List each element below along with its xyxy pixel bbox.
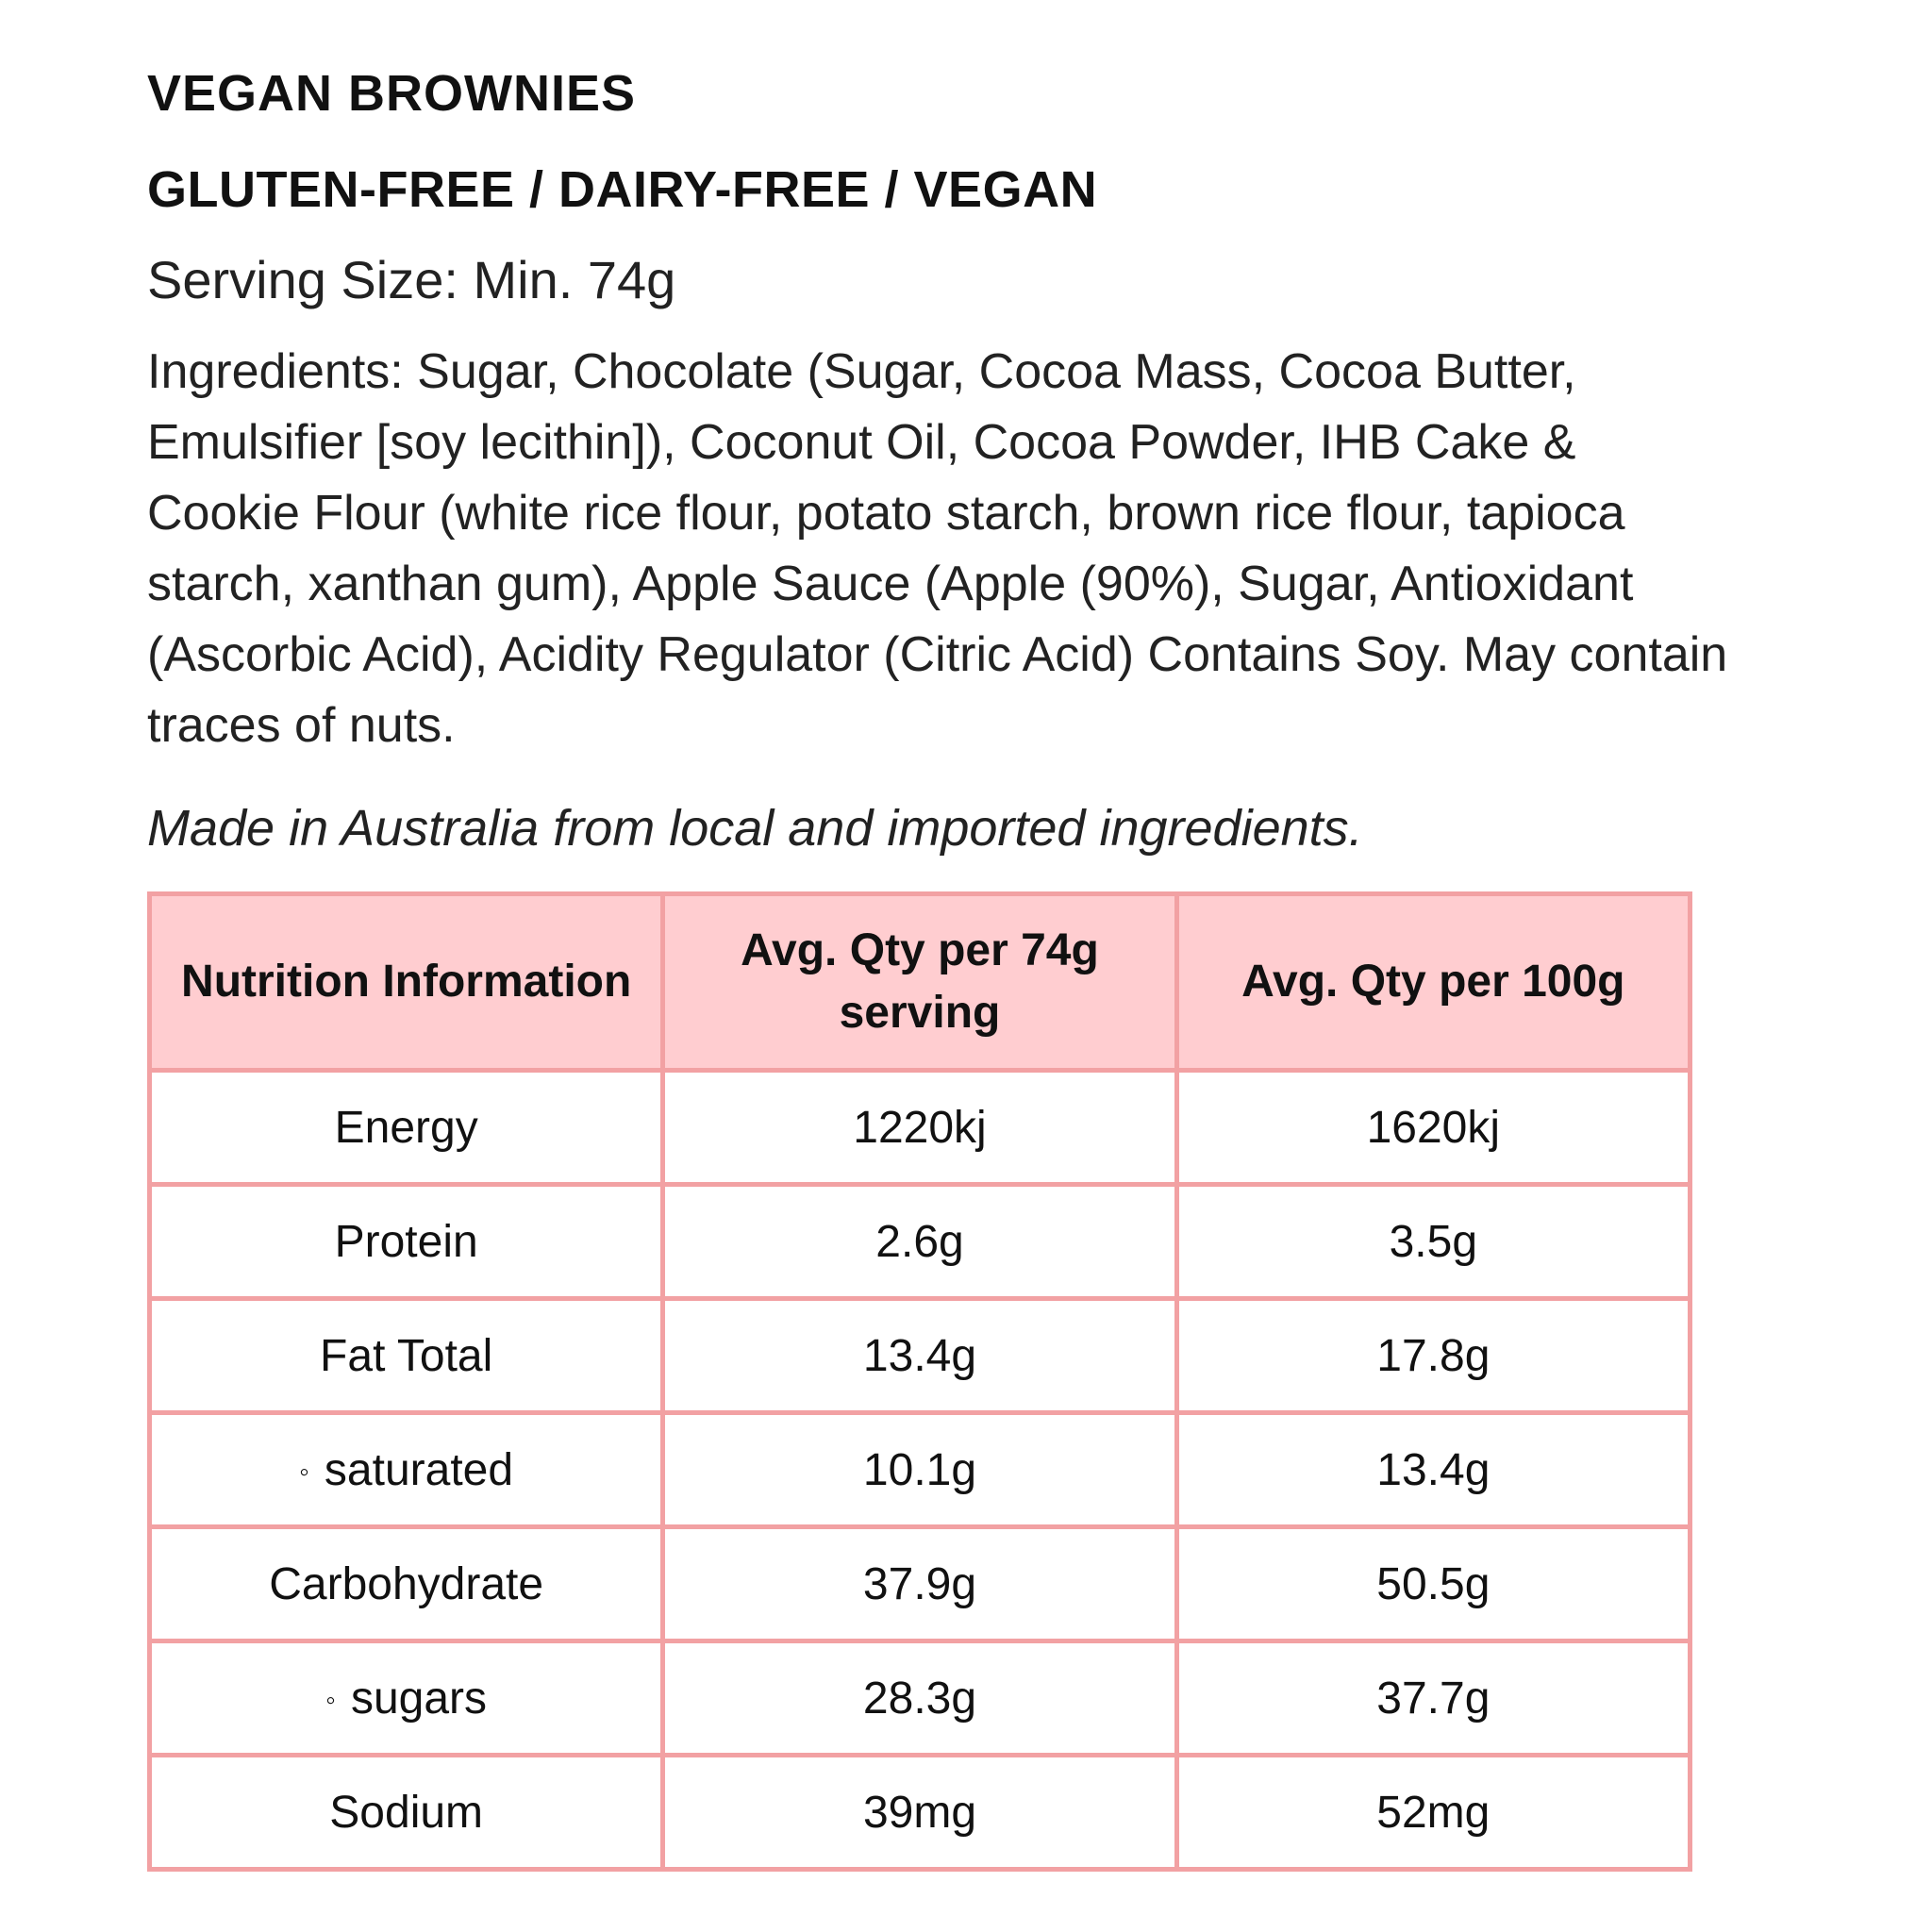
cell-text: 37.9g: [862, 1558, 977, 1609]
nutrient-value: 50.5g: [1174, 1524, 1693, 1643]
nutrient-value: 39mg: [660, 1753, 1179, 1872]
subtitle: GLUTEN-FREE / DAIRY-FREE / VEGAN: [147, 161, 1098, 218]
nutrient-name: Protein: [146, 1182, 666, 1301]
cell-text: 1620kj: [1366, 1102, 1501, 1153]
cell-text: 28.3g: [862, 1673, 977, 1724]
nutrient-value: 1220kj: [660, 1068, 1179, 1187]
bullet: ◦: [299, 1456, 309, 1488]
title: VEGAN BROWNIES: [147, 65, 637, 122]
cell-text: 3.5g: [1389, 1216, 1478, 1267]
nutrient-value: 1620kj: [1174, 1068, 1693, 1187]
column-header: Nutrition Information: [146, 891, 666, 1073]
table-row: Protein 2.6g 3.5g: [146, 1182, 1693, 1301]
cell-text: Energy: [334, 1102, 478, 1153]
cell-text: Sodium: [329, 1787, 484, 1838]
cell-text: 13.4g: [1376, 1444, 1491, 1495]
nutrient-value: 13.4g: [660, 1296, 1179, 1415]
table-row: Carbohydrate 37.9g 50.5g: [146, 1524, 1693, 1643]
cell-text: 1220kj: [853, 1102, 987, 1153]
nutrient-value: 52mg: [1174, 1753, 1693, 1872]
cell-text: 10.1g: [862, 1444, 977, 1495]
origin-note: Made in Australia from local and importe…: [147, 800, 1363, 857]
cell-text: 50.5g: [1376, 1558, 1491, 1609]
cell-text: Protein: [334, 1216, 478, 1267]
table-row: Energy 1220kj 1620kj: [146, 1068, 1693, 1187]
cell-text: Fat Total: [320, 1330, 493, 1381]
cell-text: 13.4g: [862, 1330, 977, 1381]
cell-text: 39mg: [862, 1787, 977, 1838]
cell-text: 2.6g: [875, 1216, 964, 1267]
table-row: ◦ saturated 10.1g 13.4g: [146, 1410, 1693, 1529]
nutrient-name: Sodium: [146, 1753, 666, 1872]
nutrient-value: 10.1g: [660, 1410, 1179, 1529]
nutrition-table: Nutrition Information Avg. Qty per 74g se…: [146, 891, 1693, 1872]
nutrient-name: Fat Total: [146, 1296, 666, 1415]
column-header: Avg. Qty per 74g serving: [660, 891, 1179, 1073]
table-row: ◦ sugars 28.3g 37.7g: [146, 1639, 1693, 1757]
table-row: Fat Total 13.4g 17.8g: [146, 1296, 1693, 1415]
nutrient-name: ◦ saturated: [146, 1410, 666, 1529]
page: VEGAN BROWNIES GLUTEN-FREE / DAIRY-FREE …: [146, 57, 1751, 1872]
nutrient-name: Carbohydrate: [146, 1524, 666, 1643]
nutrient-value: 13.4g: [1174, 1410, 1693, 1529]
serving-size: Serving Size: Min. 74g: [147, 250, 676, 309]
nutrient-value: 3.5g: [1174, 1182, 1693, 1301]
nutrient-name: ◦ sugars: [146, 1639, 666, 1757]
header-row: Nutrition Information Avg. Qty per 74g se…: [146, 891, 1693, 1073]
nutrient-value: 2.6g: [660, 1182, 1179, 1301]
table-row: Sodium 39mg 52mg: [146, 1753, 1693, 1872]
nutrient-value: 37.9g: [660, 1524, 1179, 1643]
cell-text: 52mg: [1376, 1787, 1491, 1838]
column-header: Avg. Qty per 100g: [1174, 891, 1693, 1073]
nutrient-value: 28.3g: [660, 1639, 1179, 1757]
cell-text: sugars: [350, 1673, 488, 1724]
cell-text: 37.7g: [1376, 1673, 1491, 1724]
cell-text: 17.8g: [1376, 1330, 1491, 1381]
cell-text: saturated: [324, 1444, 514, 1495]
cell-text: Carbohydrate: [269, 1558, 544, 1609]
nutrient-value: 17.8g: [1174, 1296, 1693, 1415]
nutrient-value: 37.7g: [1174, 1639, 1693, 1757]
bullet: ◦: [325, 1684, 336, 1716]
nutrient-name: Energy: [146, 1068, 666, 1187]
ingredients: Ingredients: Sugar, Chocolate (Sugar, Co…: [147, 344, 1728, 753]
